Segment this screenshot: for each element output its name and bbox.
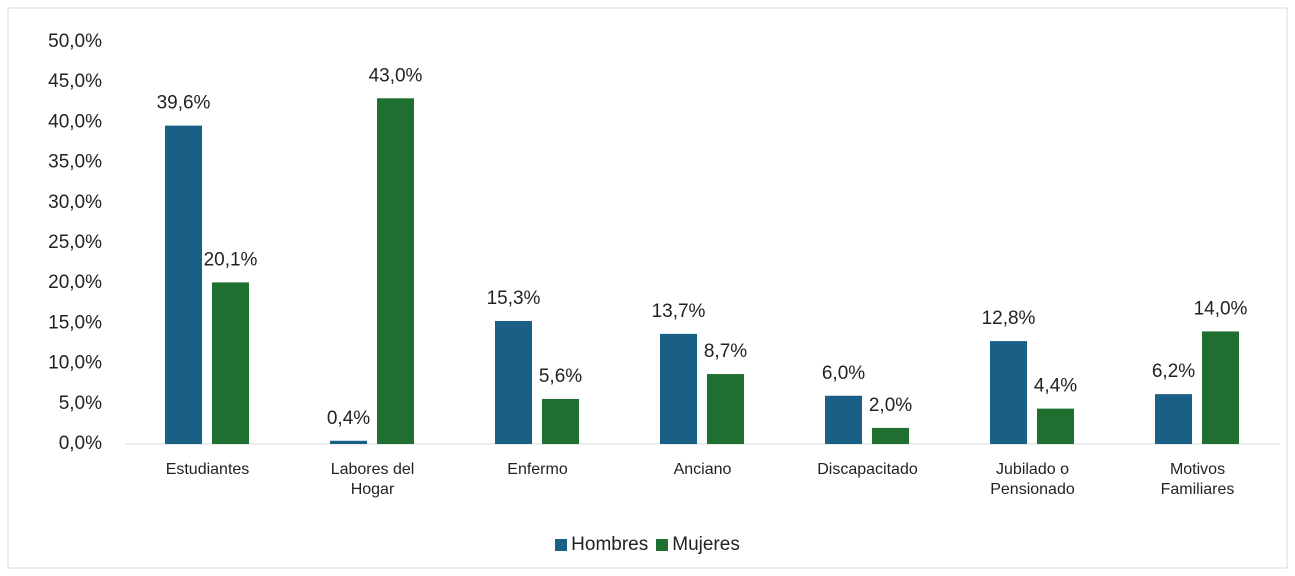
y-tick-label: 25,0% bbox=[48, 232, 102, 253]
bar bbox=[1155, 394, 1192, 444]
y-tick-label: 35,0% bbox=[48, 152, 102, 173]
chart-border bbox=[7, 7, 1288, 569]
y-tick-label: 30,0% bbox=[48, 192, 102, 213]
data-label: 39,6% bbox=[157, 93, 211, 114]
x-tick-label: Enfermo bbox=[507, 461, 568, 478]
data-label: 6,0% bbox=[822, 363, 865, 384]
bar bbox=[495, 320, 532, 444]
y-tick-label: 0,0% bbox=[59, 433, 102, 454]
bar bbox=[165, 125, 202, 444]
legend-item: Hombres bbox=[555, 534, 648, 556]
bar bbox=[1202, 331, 1239, 444]
bar bbox=[542, 398, 579, 444]
data-label: 2,0% bbox=[869, 395, 912, 416]
x-tick-label: Estudiantes bbox=[165, 461, 250, 478]
bar bbox=[825, 395, 862, 444]
legend-label: Mujeres bbox=[672, 534, 740, 555]
y-tick-label: 40,0% bbox=[48, 111, 102, 132]
data-label: 0,4% bbox=[327, 408, 370, 429]
y-tick-label: 45,0% bbox=[48, 71, 102, 92]
y-tick-label: 5,0% bbox=[59, 393, 102, 414]
bar bbox=[872, 427, 909, 444]
legend-label: Hombres bbox=[571, 534, 649, 555]
y-tick-label: 20,0% bbox=[48, 272, 102, 293]
bar bbox=[707, 374, 744, 444]
x-tick-label: Anciano bbox=[673, 461, 732, 478]
bar bbox=[330, 440, 367, 444]
bar bbox=[990, 341, 1027, 444]
x-tick-label: Discapacitado bbox=[817, 461, 918, 478]
legend: Hombres Mujeres bbox=[0, 534, 1295, 557]
y-tick-label: 15,0% bbox=[48, 312, 102, 333]
data-label: 6,2% bbox=[1152, 361, 1195, 382]
data-label: 13,7% bbox=[652, 301, 706, 322]
data-label: 4,4% bbox=[1034, 376, 1077, 397]
legend-swatch bbox=[555, 539, 568, 551]
y-tick-label: 50,0% bbox=[48, 31, 102, 52]
legend-item: Mujeres bbox=[656, 534, 740, 556]
data-label: 20,1% bbox=[204, 249, 258, 270]
data-label: 43,0% bbox=[369, 65, 423, 86]
data-label: 12,8% bbox=[982, 308, 1036, 329]
legend-swatch bbox=[656, 539, 669, 551]
x-tick-label: Motivos Familiares bbox=[1160, 461, 1235, 498]
bar bbox=[377, 98, 414, 444]
data-label: 8,7% bbox=[704, 341, 747, 362]
bar bbox=[1037, 408, 1074, 444]
y-tick-label: 10,0% bbox=[48, 353, 102, 374]
data-label: 14,0% bbox=[1194, 298, 1248, 319]
data-label: 5,6% bbox=[539, 366, 582, 387]
x-tick-label: Jubilado o Pensionado bbox=[990, 461, 1075, 498]
data-label: 15,3% bbox=[487, 288, 541, 309]
bar bbox=[660, 333, 697, 444]
bar bbox=[212, 282, 249, 444]
x-tick-label: Labores del Hogar bbox=[330, 461, 415, 498]
